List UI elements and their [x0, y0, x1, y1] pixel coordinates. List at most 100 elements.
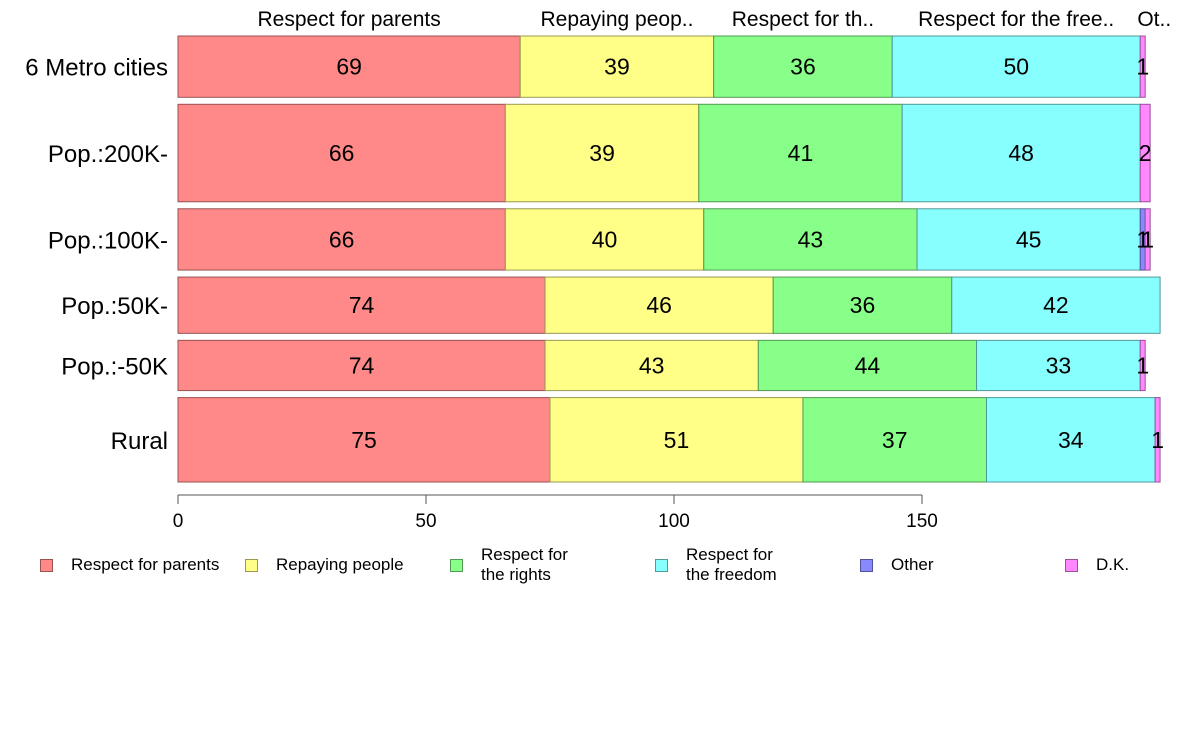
bar-segment-respect-for-the-freedom	[916, 208, 1141, 271]
bar-segment-respect-for-the-freedom	[976, 339, 1141, 392]
legend-label: Repaying people	[276, 555, 404, 574]
bar-segment-respect-for-the-freedom	[951, 276, 1161, 334]
data-label: 33	[1046, 352, 1072, 378]
bar-segment-respect-for-the-freedom	[891, 35, 1141, 98]
data-label: 46	[646, 292, 672, 318]
bar-row: 69 39 36 50 1	[177, 35, 1149, 98]
legend-label: Respect for the rights	[481, 545, 568, 584]
bar-segment-respect-for-the-rights	[713, 35, 893, 98]
data-label: 40	[592, 226, 618, 252]
bar-segment-respect-for-the-rights	[703, 208, 918, 271]
legend-item: Respect for parents	[40, 540, 219, 590]
bar-segment-respect-for-the-rights	[772, 276, 953, 334]
legend-swatch	[655, 558, 668, 572]
legend-swatch	[40, 558, 53, 572]
data-label: 1	[1141, 226, 1154, 252]
data-label: 48	[1008, 140, 1034, 166]
data-label: 44	[855, 352, 881, 378]
column-header-label: Repaying peop..	[540, 8, 693, 31]
category-label: Pop.:-50K	[61, 353, 168, 380]
stacked-bar-chart: Respect for parents Repaying peop.. Respec…	[25, 8, 1171, 532]
column-header-label: Respect for parents	[257, 8, 440, 31]
legend-item: Respect for the rights	[450, 540, 568, 590]
bars: 69 39 36 50 1 66 39 41 48 2 66 40 43 45 1 1 74 46 36 42 74 43…	[177, 35, 1164, 483]
data-label: 39	[604, 54, 630, 80]
bar-segment-repaying-people	[504, 208, 705, 271]
data-label: 42	[1043, 292, 1069, 318]
x-tick-label: 0	[173, 511, 184, 532]
legend-item: Respect for the freedom	[655, 540, 777, 590]
bar-segment-respect-for-parents	[177, 339, 546, 392]
column-header-label: Respect for the free..	[918, 8, 1114, 31]
x-tick-label: 150	[906, 511, 938, 532]
data-label: 75	[351, 427, 377, 453]
legend-label: D.K.	[1096, 555, 1130, 574]
column-header-label: Respect for th..	[732, 8, 874, 31]
legend-swatch	[1065, 558, 1078, 572]
bar-segment-repaying-people	[519, 35, 715, 98]
data-label: 45	[1016, 226, 1042, 252]
bar-segment-respect-for-the-rights	[698, 103, 903, 203]
x-axis: 0 50 100 150	[173, 494, 938, 532]
bar-segment-respect-for-parents	[177, 208, 506, 271]
legend-label: Respect for parents	[71, 555, 220, 574]
legend-item: D.K.	[1065, 540, 1129, 590]
bar-segment-repaying-people	[549, 397, 804, 483]
bar-row: 66 39 41 48 2	[177, 103, 1152, 203]
legend-label: Respect for the freedom	[686, 545, 777, 584]
bar-segment-d-k	[1139, 103, 1151, 203]
data-label: 74	[349, 352, 375, 378]
data-label: 39	[589, 140, 615, 166]
bar-segment-respect-for-the-rights	[757, 339, 978, 392]
data-label: 2	[1139, 140, 1152, 166]
bar-segment-respect-for-the-freedom	[901, 103, 1141, 203]
data-label: 37	[882, 427, 908, 453]
bar-segment-respect-for-the-freedom	[985, 397, 1156, 483]
legend-swatch	[245, 558, 258, 572]
x-tick-label: 50	[415, 511, 436, 532]
bar-row: 75 51 37 34 1	[177, 397, 1164, 483]
x-tick-label: 100	[658, 511, 690, 532]
data-label: 51	[664, 427, 690, 453]
legend-swatch	[450, 558, 463, 572]
category-label: Rural	[111, 428, 168, 455]
bar-row: 66 40 43 45 11	[177, 208, 1154, 271]
bar-segment-d-k	[1144, 208, 1151, 271]
legend-item: Repaying people	[245, 540, 404, 590]
legend: Respect for parents Repaying people Respec…	[0, 540, 1188, 600]
legend-swatch	[860, 558, 873, 572]
data-label: 41	[788, 140, 814, 166]
data-label: 36	[850, 292, 876, 318]
bar-segment-d-k	[1139, 339, 1146, 392]
category-label: Pop.:100K-	[48, 227, 168, 254]
bar-row: 74 43 44 33 1	[177, 339, 1149, 392]
legend-item: Other	[860, 540, 934, 590]
bar-segment-respect-for-the-rights	[802, 397, 987, 483]
data-label: 1	[1136, 54, 1149, 80]
bar-segment-respect-for-parents	[177, 35, 521, 98]
data-label: 50	[1003, 54, 1029, 80]
data-label: 1	[1136, 352, 1149, 378]
data-label: 1	[1151, 427, 1164, 453]
bar-segment-repaying-people	[504, 103, 700, 203]
bar-segment-respect-for-parents	[177, 103, 506, 203]
bar-segment-respect-for-parents	[177, 276, 546, 334]
column-header-label: Ot..	[1137, 8, 1171, 31]
category-label: Pop.:50K-	[61, 293, 168, 320]
bar-row: 74 46 36 42	[177, 276, 1161, 334]
bar-segment-d-k	[1154, 397, 1161, 483]
legend-label: Other	[891, 555, 934, 574]
bar-segment-d-k	[1139, 35, 1146, 98]
bar-segment-respect-for-parents	[177, 397, 551, 483]
data-label: 66	[329, 140, 355, 166]
data-label: 74	[349, 292, 375, 318]
row-labels: 6 Metro cities Pop.:200K- Pop.:100K- Pop.:5…	[25, 55, 168, 455]
data-label: 36	[790, 54, 816, 80]
data-label: 43	[639, 352, 665, 378]
bar-segment-repaying-people	[544, 339, 759, 392]
column-header-labels: Respect for parents Repaying peop.. Respec…	[257, 8, 1171, 31]
data-label: 43	[798, 226, 824, 252]
data-label: 66	[329, 226, 355, 252]
category-label: Pop.:200K-	[48, 141, 168, 168]
data-label: 34	[1058, 427, 1084, 453]
